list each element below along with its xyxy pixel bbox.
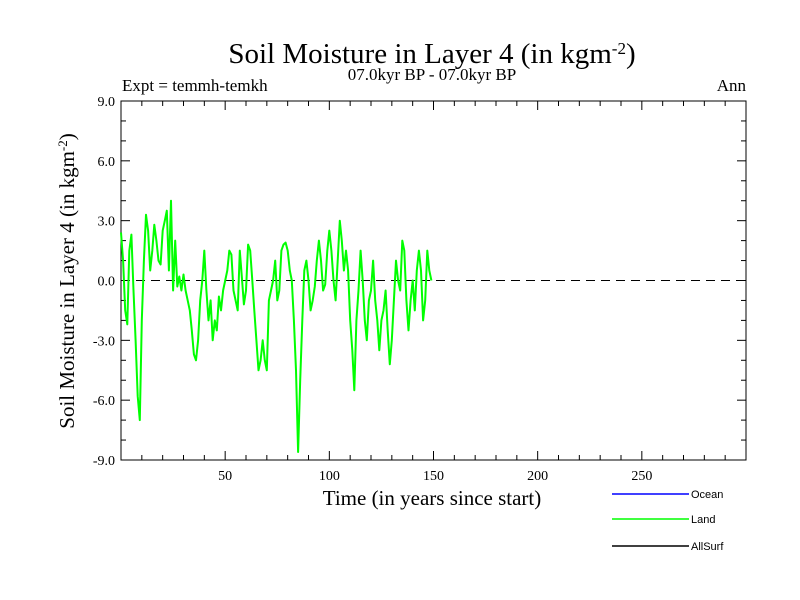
y-axis-label-superscript: -2 <box>55 140 70 151</box>
y-tick-label: -3.0 <box>93 334 115 349</box>
period-label: Ann <box>717 76 747 95</box>
y-axis-label: Soil Moisture in Layer 4 (in kgm-2) <box>55 133 80 428</box>
x-tick-label: 150 <box>423 469 444 484</box>
x-tick-label: 50 <box>218 469 232 484</box>
y-tick-label: 0.0 <box>98 275 116 290</box>
y-axis-label-close: ) <box>55 133 79 140</box>
legend: Ocean Land AllSurf <box>612 489 724 553</box>
x-axis-label: Time (in years since start) <box>323 486 542 510</box>
expt-label: Expt = temmh-temkh <box>122 76 268 95</box>
chart-title-text: Soil Moisture in Layer 4 (in kgm <box>228 38 612 70</box>
legend-allsurf-label: AllSurf <box>691 541 724 553</box>
y-tick-label: -6.0 <box>93 394 115 409</box>
y-tick-label: 3.0 <box>98 215 116 230</box>
y-axis-label-text: Soil Moisture in Layer 4 (in kgm <box>55 151 79 429</box>
chart-subtitle: 07.0kyr BP - 07.0kyr BP <box>348 65 516 84</box>
x-tick-label: 250 <box>631 469 652 484</box>
land-series-line <box>120 199 433 453</box>
chart-title: Soil Moisture in Layer 4 (in kgm-2) <box>228 38 635 70</box>
x-axis-ticks: 50 100 150 200 250 <box>141 101 726 484</box>
chart-title-superscript: -2 <box>612 39 626 58</box>
y-tick-label: 9.0 <box>98 95 116 110</box>
y-tick-label: 6.0 <box>98 155 116 170</box>
y-axis-ticks: -9.0 -6.0 -3.0 0.0 3.0 6.0 9.0 <box>93 95 746 469</box>
x-tick-label: 200 <box>527 469 548 484</box>
legend-land-label: Land <box>691 514 715 526</box>
x-tick-label: 100 <box>319 469 340 484</box>
chart-title-close: ) <box>626 38 636 70</box>
legend-ocean-label: Ocean <box>691 489 723 501</box>
y-tick-label: -9.0 <box>93 454 115 469</box>
